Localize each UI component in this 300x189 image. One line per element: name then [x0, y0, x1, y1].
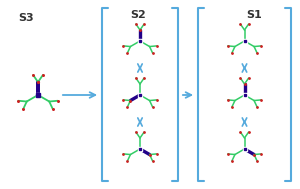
Text: S2: S2 [130, 10, 146, 20]
Text: S3: S3 [18, 13, 34, 23]
Text: S1: S1 [247, 10, 262, 20]
